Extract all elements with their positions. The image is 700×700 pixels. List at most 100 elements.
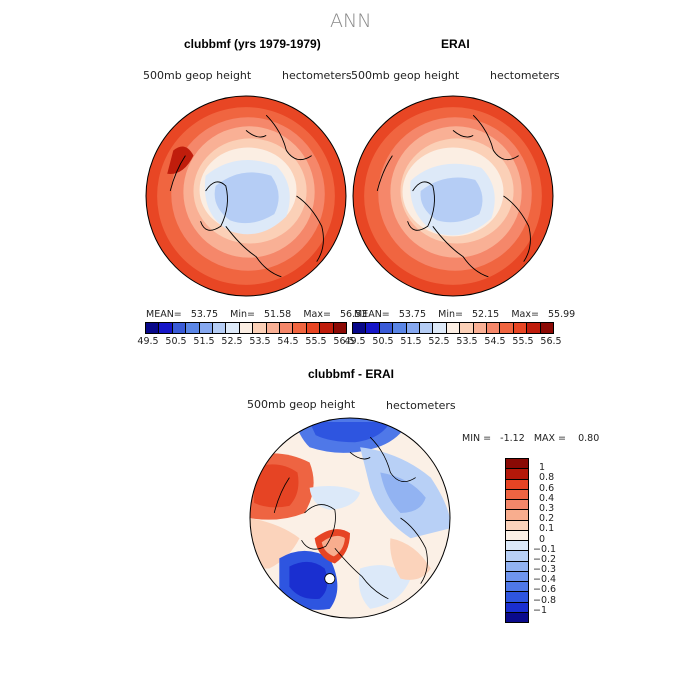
colorbar-swatch	[333, 323, 347, 333]
units-label-model: hectometers	[282, 69, 352, 82]
polar-map-model	[145, 95, 347, 297]
colorbar-ticks-model: 49.5 50.5 51.5 52.5 53.5 54.5 55.5 56.5	[134, 336, 358, 347]
colorbar-swatch	[506, 541, 528, 552]
colorbar-tick-label: 52.5	[428, 336, 450, 347]
max-label: MAX =	[533, 433, 566, 444]
colorbar-swatch	[186, 323, 200, 333]
colorbar-swatch	[393, 323, 407, 333]
colorbar-swatch	[172, 323, 187, 333]
stats-obs: MEAN= 53.75 Min= 52.15 Max= 55.99	[354, 309, 575, 320]
colorbar-swatch	[266, 323, 281, 333]
colorbar-level-label: −0.6	[533, 584, 557, 596]
colorbar-swatch	[500, 323, 514, 333]
colorbar-level-label: 0.1	[539, 523, 555, 535]
colorbar-swatch	[540, 323, 554, 333]
colorbar-swatch	[293, 323, 307, 333]
colorbar-level-label: −0.4	[533, 574, 557, 586]
colorbar-swatch	[506, 530, 528, 541]
colorbar-level-label: 0.6	[539, 482, 555, 494]
colorbar-swatch	[226, 323, 240, 333]
colorbar-swatch	[320, 323, 334, 333]
diff-title: clubbmf - ERAI	[308, 367, 394, 381]
panel-title-model: clubbmf (yrs 1979-1979)	[184, 37, 321, 51]
colorbar-tick-label: 51.5	[400, 336, 422, 347]
mean-label: MEAN=	[146, 309, 182, 320]
max-value: 55.99	[547, 309, 576, 320]
variable-label-model: 500mb geop height	[143, 69, 252, 82]
colorbar-diff	[505, 458, 529, 623]
polar-map-obs	[352, 95, 554, 297]
colorbar-level-label: 0.3	[539, 502, 555, 514]
colorbar-swatch	[280, 323, 294, 333]
colorbar-tick-label: 53.5	[456, 336, 478, 347]
colorbar-swatch	[513, 323, 528, 333]
colorbar-swatch	[506, 592, 528, 603]
mean-label: MEAN=	[354, 309, 390, 320]
min-label: MIN =	[462, 433, 492, 444]
colorbar-obs	[352, 322, 554, 334]
colorbar-level-label: −0.2	[533, 553, 557, 565]
colorbar-swatch	[460, 323, 474, 333]
colorbar-level-label: 1	[539, 462, 546, 474]
colorbar-swatch	[487, 323, 501, 333]
colorbar-tick-label: 53.5	[249, 336, 271, 347]
colorbar-level-label: 0.4	[539, 492, 555, 504]
colorbar-tick-label: 55.5	[305, 336, 327, 347]
colorbar-swatch	[406, 323, 421, 333]
mean-value: 53.75	[398, 309, 427, 320]
colorbar-swatch	[379, 323, 394, 333]
colorbar-tick-label: 49.5	[344, 336, 366, 347]
colorbar-level-label: −0.8	[533, 594, 557, 606]
colorbar-swatch	[353, 323, 367, 333]
colorbar-swatch	[506, 571, 528, 582]
colorbar-tick-label: 56.5	[540, 336, 562, 347]
colorbar-swatch	[506, 520, 528, 531]
colorbar-level-label: −0.3	[533, 564, 557, 576]
panel-title-obs: ERAI	[441, 37, 470, 51]
colorbar-swatch	[506, 469, 528, 480]
min-value: 51.58	[264, 309, 292, 320]
colorbar-level-label: 0	[539, 533, 546, 545]
min-label: Min=	[230, 309, 255, 320]
colorbar-level-label: 0.2	[539, 513, 555, 525]
colorbar-swatch	[506, 479, 528, 490]
colorbar-level-label: −0.1	[533, 543, 557, 555]
colorbar-swatch	[159, 323, 173, 333]
colorbar-tick-label: 55.5	[512, 336, 534, 347]
max-label: Max=	[511, 309, 539, 320]
variable-label-diff: 500mb geop height	[247, 398, 356, 411]
colorbar-swatch	[306, 323, 321, 333]
variable-label-obs: 500mb geop height	[351, 69, 460, 82]
colorbar-swatch	[506, 561, 528, 572]
colorbar-swatch	[506, 551, 528, 562]
colorbar-tick-label: 54.5	[484, 336, 506, 347]
colorbar-swatch	[420, 323, 434, 333]
colorbar-level-label: −1	[533, 604, 548, 616]
colorbar-swatch	[366, 323, 380, 333]
colorbar-swatch	[506, 582, 528, 593]
colorbar-tick-label: 50.5	[165, 336, 187, 347]
colorbar-swatch	[253, 323, 267, 333]
units-label-diff: hectometers	[386, 399, 456, 412]
polar-map-diff	[249, 417, 451, 619]
diff-minmax: MIN = -1.12 MAX = 0.80	[462, 433, 599, 444]
figure-title: ANN	[330, 10, 372, 32]
colorbar-swatch	[473, 323, 488, 333]
colorbar-swatch	[506, 510, 528, 521]
colorbar-tick-label: 49.5	[137, 336, 159, 347]
min-value: 52.15	[472, 309, 500, 320]
min-label: Min=	[438, 309, 463, 320]
colorbar-tick-label: 56.5	[333, 336, 355, 347]
colorbar-swatch	[506, 489, 528, 500]
colorbar-swatch	[506, 612, 528, 622]
stats-model: MEAN= 53.75 Min= 51.58 Max= 56.53	[146, 309, 367, 320]
colorbar-swatch	[527, 323, 541, 333]
colorbar-model	[145, 322, 347, 334]
mean-value: 53.75	[190, 309, 219, 320]
colorbar-swatch	[506, 602, 528, 613]
colorbar-swatch	[213, 323, 227, 333]
colorbar-swatch	[446, 323, 461, 333]
min-value: -1.12	[500, 433, 525, 444]
colorbar-swatch	[506, 500, 528, 511]
